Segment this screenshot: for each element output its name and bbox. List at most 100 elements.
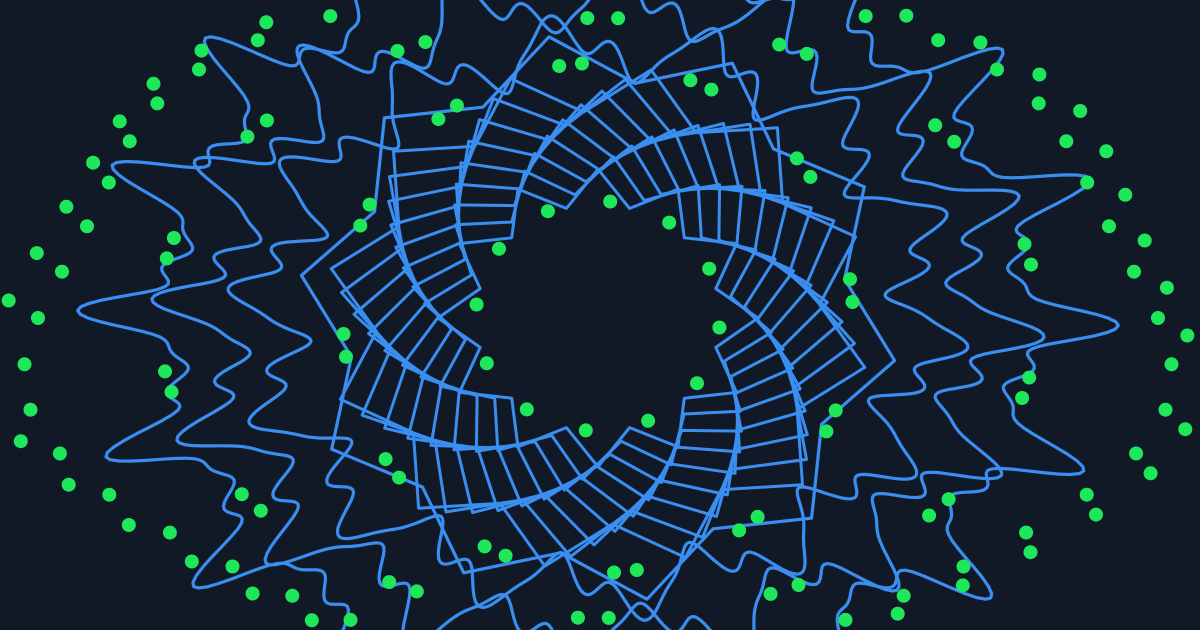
line-pattern: [76, 0, 1120, 630]
mid-dot: [392, 470, 407, 485]
edge-dot: [29, 246, 44, 261]
edge-dot: [956, 559, 971, 574]
edge-dot: [304, 613, 319, 628]
mid-dot: [336, 327, 351, 341]
inner-dot: [492, 241, 506, 256]
edge-dot: [101, 175, 116, 190]
edge-dot: [1118, 187, 1133, 202]
mid-dot: [803, 169, 818, 184]
mid-dot: [750, 509, 765, 524]
edge-dot: [1180, 328, 1195, 343]
inner-star-ring: [367, 103, 829, 533]
edge-dot: [890, 606, 905, 621]
outer-dot: [390, 44, 405, 58]
edge-dot: [146, 76, 161, 91]
edge-dot: [61, 477, 76, 492]
edge-dot: [1143, 466, 1158, 481]
inner-star-ring: [352, 89, 844, 547]
inner-dot: [662, 215, 677, 230]
mid-dot: [845, 295, 860, 309]
outer-dot: [418, 35, 433, 50]
inner-dot: [519, 402, 534, 417]
edge-dot: [285, 588, 300, 603]
mid-dot: [683, 73, 698, 88]
edge-dot: [1099, 144, 1114, 159]
edge-dot: [225, 559, 240, 574]
outer-wavy-ring: [76, 0, 1120, 630]
mid-dot: [789, 151, 804, 166]
outer-dot: [772, 37, 787, 52]
edge-dot: [55, 264, 69, 279]
inner-dot: [479, 356, 494, 371]
mid-dot: [704, 82, 719, 97]
edge-dot: [1080, 175, 1095, 190]
edge-dot: [1129, 446, 1144, 461]
outer-dot: [580, 11, 595, 26]
mid-dot: [477, 539, 492, 554]
inner-dot: [603, 194, 618, 209]
inner-dot: [469, 297, 484, 312]
inner-dot: [712, 320, 727, 335]
outer-dot: [166, 231, 181, 245]
inner-dot: [578, 423, 593, 438]
inner-dot: [690, 376, 704, 391]
outer-dot: [1022, 370, 1037, 385]
edge-dot: [80, 219, 94, 234]
outer-dot: [234, 487, 249, 502]
edge-dot: [162, 525, 177, 540]
edge-dot: [1023, 545, 1038, 560]
edge-dot: [838, 612, 853, 627]
outer-dot: [1017, 237, 1032, 252]
edge-dot: [259, 15, 274, 30]
inner-dot: [540, 204, 555, 219]
outer-dot: [259, 113, 274, 128]
edge-dot: [192, 62, 206, 77]
mid-dot: [607, 565, 621, 580]
outer-dot: [791, 578, 806, 592]
outer-dot: [611, 11, 626, 26]
outer-dot: [601, 610, 616, 625]
mid-dot: [629, 563, 644, 577]
edge-dot: [1089, 507, 1103, 522]
edge-dot: [102, 487, 117, 502]
mid-dot: [431, 112, 446, 127]
edge-dot: [1164, 357, 1179, 372]
outer-dot: [570, 610, 585, 625]
inner-star-ring: [401, 134, 795, 502]
edge-dot: [1079, 487, 1094, 502]
edge-dot: [1102, 219, 1116, 234]
inner-star-ring: [383, 118, 813, 518]
mid-dot: [575, 56, 589, 71]
edge-dot: [52, 446, 67, 461]
edge-dot: [1127, 264, 1141, 279]
edge-dot: [122, 134, 137, 149]
outer-dot: [799, 46, 814, 61]
edge-dot: [86, 155, 101, 170]
edge-dot: [1073, 104, 1088, 118]
edge-dot: [59, 199, 74, 214]
edge-dot: [121, 518, 136, 532]
outer-dot: [158, 364, 172, 379]
outer-wavy-ring: [150, 0, 1046, 630]
outer-dot: [947, 134, 962, 149]
edge-dot: [1159, 280, 1174, 295]
edge-dot: [1178, 422, 1193, 437]
edge-dot: [13, 434, 28, 449]
mid-dot: [498, 548, 513, 563]
edge-dot: [31, 311, 45, 325]
outer-dot: [409, 584, 424, 599]
outer-dot: [253, 503, 268, 518]
mid-dot: [378, 452, 393, 467]
mid-dot: [819, 424, 834, 439]
mid-dot: [339, 349, 353, 364]
edge-dot: [896, 588, 911, 603]
edge-dot: [1151, 311, 1165, 325]
edge-dot: [194, 43, 209, 58]
outer-dot: [928, 118, 943, 133]
mid-dot: [828, 403, 843, 418]
outer-dot: [763, 586, 778, 601]
edge-dot: [1158, 402, 1173, 417]
edge-dot: [250, 33, 265, 48]
